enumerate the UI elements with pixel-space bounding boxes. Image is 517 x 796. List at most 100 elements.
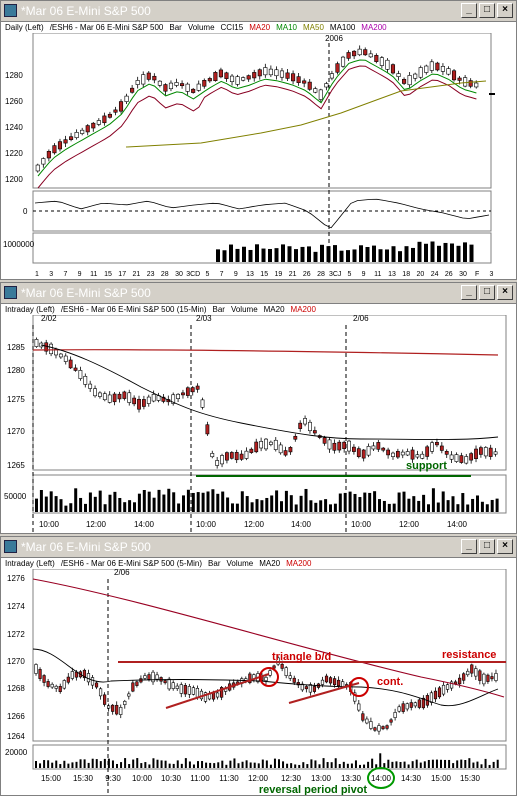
volume-bar <box>88 492 92 512</box>
volume-bar <box>74 488 78 512</box>
volume-bar <box>411 247 415 262</box>
tick-label: 7 <box>220 271 224 278</box>
volume-bar <box>184 758 187 768</box>
candle-body <box>235 76 240 85</box>
candle-body <box>288 675 292 679</box>
tick-label: 13 <box>388 271 396 278</box>
candle-body <box>389 719 393 723</box>
close-button[interactable]: × <box>497 3 513 18</box>
window-titlebar[interactable]: *Mar 06 E-Mini S&P 500 _ □ × <box>1 1 516 22</box>
volume-bar <box>255 244 259 262</box>
candle-body <box>468 80 473 87</box>
tick-label: 15:30 <box>460 774 481 783</box>
volume-bar <box>313 251 318 262</box>
candle-body <box>54 685 58 689</box>
maximize-button[interactable]: □ <box>479 285 495 300</box>
maximize-button[interactable]: □ <box>479 3 495 18</box>
candle-body <box>463 77 468 87</box>
candle-body <box>400 451 405 456</box>
legend-item: Intraday (Left) <box>5 559 55 568</box>
candle-body <box>202 80 207 87</box>
close-button[interactable]: × <box>497 285 513 300</box>
window-titlebar[interactable]: *Mar 06 E-Mini S&P 500 _ □ × <box>1 537 516 558</box>
candle-body <box>102 115 107 124</box>
volume-bar <box>411 761 414 768</box>
candle-body <box>167 678 171 690</box>
volume-bar <box>201 492 205 512</box>
candle-body <box>381 447 386 451</box>
volume-bar <box>319 500 323 512</box>
minimize-button[interactable]: _ <box>461 539 477 554</box>
tick-label: 5 <box>205 271 209 278</box>
app-icon[interactable] <box>4 4 17 17</box>
chart-legend: Intraday (Left) /ESH6 - Mar 06 E-Mini S&P… <box>5 559 317 568</box>
candle-body <box>185 387 190 396</box>
candle-body <box>377 725 381 732</box>
tick-label: 10:00 <box>39 520 60 529</box>
volume-bar <box>398 251 402 262</box>
volume-bar <box>211 489 215 512</box>
intraday-15min-chart-svg[interactable]: 1285 1280 1275 1270 1265 2/02 2/03 2/06 support 5… <box>1 315 516 533</box>
volume-bar <box>205 762 208 768</box>
triangle-trendline <box>165 673 270 709</box>
candle-body <box>124 95 129 102</box>
chart-legend: Intraday (Left) /ESH6 - Mar 06 E-Mini S&P… <box>5 305 322 314</box>
volume-bar <box>422 494 426 512</box>
candle-body <box>132 397 137 405</box>
candle-body <box>332 442 337 451</box>
candle-body <box>74 132 79 139</box>
candle-body <box>279 70 285 78</box>
volume-bar <box>167 488 171 512</box>
volume-bar <box>284 490 288 512</box>
volume-bar <box>387 503 391 512</box>
tick-label: 23 <box>147 271 155 278</box>
ma20-line <box>40 344 499 440</box>
volume-bar <box>450 243 454 262</box>
candle-body <box>41 158 46 165</box>
volume-bar <box>476 495 479 512</box>
cont-label: cont. <box>377 676 403 688</box>
volume-bar <box>322 758 325 768</box>
volume-bar <box>468 758 471 768</box>
volume-bar <box>108 494 112 512</box>
volume-bar <box>128 500 132 512</box>
candle-body <box>220 687 224 698</box>
app-icon[interactable] <box>4 540 17 553</box>
candle-body <box>417 699 421 708</box>
candle-body <box>366 446 371 456</box>
year-marker: 2006 <box>325 34 343 43</box>
candle-body <box>361 449 366 459</box>
minimize-button[interactable]: _ <box>461 285 477 300</box>
volume-bar <box>290 763 293 768</box>
volume-bar <box>372 245 376 262</box>
candle-body <box>430 442 434 452</box>
candle-body <box>112 393 117 403</box>
volume-bar <box>249 762 252 768</box>
volume-bar <box>231 503 234 512</box>
window-titlebar[interactable]: *Mar 06 E-Mini S&P 500 _ □ × <box>1 283 516 304</box>
tick-label: 13:00 <box>311 774 332 783</box>
minimize-button[interactable]: _ <box>461 3 477 18</box>
candle-body <box>466 670 470 676</box>
volume-bar <box>368 492 372 512</box>
candle-body <box>58 686 62 692</box>
legend-item: MA200 <box>361 23 387 32</box>
volume-bar <box>346 250 350 262</box>
intraday-5min-chart-svg[interactable]: 1276 1274 1272 1270 1268 1266 1264 2/06 triangle… <box>1 569 516 795</box>
close-button[interactable]: × <box>497 539 513 554</box>
volume-bar <box>359 245 363 262</box>
app-icon[interactable] <box>4 286 17 299</box>
candle-body <box>352 50 357 57</box>
volume-bar <box>99 761 102 768</box>
volume-bar <box>472 762 475 768</box>
candle-body <box>196 83 201 91</box>
maximize-button[interactable]: □ <box>479 539 495 554</box>
volume-bar <box>309 500 313 512</box>
tick-label: 1265 <box>7 461 25 470</box>
volume-bar <box>124 758 127 768</box>
tick-label: 12:00 <box>399 520 420 529</box>
volume-bar <box>191 492 195 512</box>
volume-bar <box>209 762 212 768</box>
legend-item: MA50 <box>303 23 324 32</box>
